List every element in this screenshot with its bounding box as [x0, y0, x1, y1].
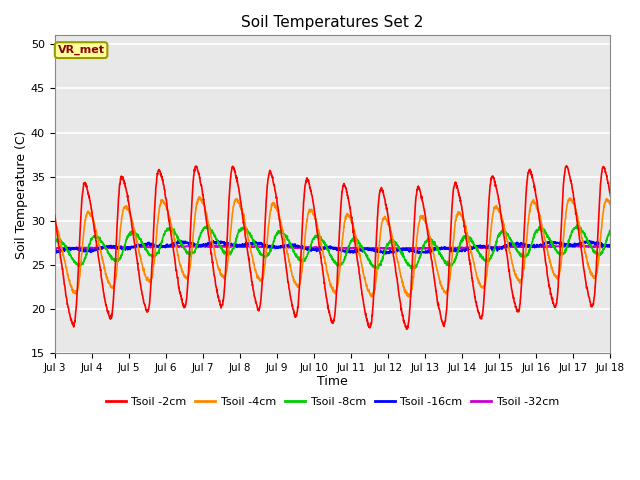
Line: Tsoil -16cm: Tsoil -16cm	[54, 240, 611, 254]
Tsoil -4cm	[196, 194, 204, 200]
Tsoil -4cm	[361, 275, 369, 280]
Tsoil -2cm	[557, 216, 565, 222]
Line: Tsoil -4cm: Tsoil -4cm	[54, 197, 611, 297]
Tsoil -8cm	[494, 234, 502, 240]
Tsoil -32cm	[495, 245, 502, 251]
Tsoil -2cm	[361, 306, 369, 312]
Y-axis label: Soil Temperature (C): Soil Temperature (C)	[15, 130, 28, 259]
Line: Tsoil -2cm: Tsoil -2cm	[54, 166, 611, 329]
Tsoil -16cm	[342, 251, 349, 257]
Tsoil -4cm	[607, 202, 614, 208]
Tsoil -4cm	[573, 213, 581, 218]
Tsoil -8cm	[374, 266, 381, 272]
Line: Tsoil -32cm: Tsoil -32cm	[54, 245, 611, 250]
Tsoil -8cm	[361, 250, 369, 256]
Tsoil -8cm	[573, 222, 581, 228]
Tsoil -2cm	[607, 192, 614, 198]
Tsoil -8cm	[349, 237, 356, 243]
Tsoil -4cm	[405, 294, 413, 300]
Tsoil -2cm	[403, 326, 410, 332]
Tsoil -2cm	[494, 193, 502, 199]
Tsoil -8cm	[206, 225, 214, 231]
Tsoil -32cm	[607, 243, 614, 249]
Tsoil -32cm	[558, 243, 566, 249]
Tsoil -16cm	[494, 246, 502, 252]
Title: Soil Temperatures Set 2: Soil Temperatures Set 2	[241, 15, 424, 30]
X-axis label: Time: Time	[317, 374, 348, 387]
Tsoil -8cm	[607, 227, 614, 233]
Tsoil -4cm	[349, 221, 356, 227]
Tsoil -2cm	[349, 219, 356, 225]
Tsoil -16cm	[206, 241, 214, 247]
Tsoil -4cm	[206, 228, 214, 234]
Text: VR_met: VR_met	[58, 45, 104, 55]
Tsoil -4cm	[558, 254, 566, 260]
Tsoil -32cm	[573, 243, 581, 249]
Tsoil -32cm	[349, 246, 357, 252]
Tsoil -8cm	[51, 240, 58, 245]
Tsoil -16cm	[349, 248, 356, 253]
Tsoil -2cm	[563, 163, 571, 169]
Tsoil -16cm	[557, 240, 565, 246]
Tsoil -32cm	[210, 242, 218, 248]
Tsoil -4cm	[51, 219, 58, 225]
Tsoil -8cm	[557, 252, 565, 257]
Tsoil -16cm	[361, 246, 369, 252]
Tsoil -16cm	[51, 249, 58, 254]
Line: Tsoil -8cm: Tsoil -8cm	[54, 225, 611, 269]
Tsoil -2cm	[573, 219, 581, 225]
Tsoil -32cm	[51, 245, 58, 251]
Tsoil -2cm	[51, 212, 58, 218]
Tsoil -32cm	[206, 243, 214, 249]
Tsoil -2cm	[206, 238, 214, 244]
Tsoil -32cm	[342, 247, 349, 252]
Tsoil -16cm	[586, 238, 593, 243]
Tsoil -16cm	[573, 241, 581, 247]
Legend: Tsoil -2cm, Tsoil -4cm, Tsoil -8cm, Tsoil -16cm, Tsoil -32cm: Tsoil -2cm, Tsoil -4cm, Tsoil -8cm, Tsoi…	[101, 393, 564, 411]
Tsoil -32cm	[361, 245, 369, 251]
Tsoil -4cm	[495, 206, 502, 212]
Tsoil -16cm	[607, 243, 614, 249]
Tsoil -8cm	[573, 225, 581, 231]
